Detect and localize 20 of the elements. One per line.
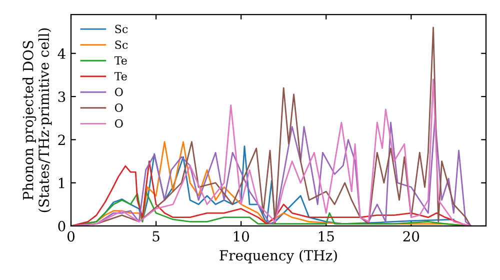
y-tick-label: 1 <box>58 178 64 188</box>
legend-label: O <box>114 119 123 128</box>
legend-label: O <box>114 104 123 112</box>
legend-label: Sc <box>115 24 128 34</box>
x-tick-label: 15 <box>318 231 334 242</box>
legend-label: Sc <box>115 40 128 49</box>
legend-label: Te <box>114 72 127 80</box>
y-axis-title: Phonon projected DOS (States/THz·primitive cell) <box>22 28 52 212</box>
x-axis-title: Frequency (THz) <box>220 250 337 264</box>
legend-label: Te <box>114 56 127 65</box>
y-tick-label: 0 <box>58 220 66 232</box>
x-tick-label: 0 <box>67 231 74 242</box>
x-tick-label: 5 <box>152 231 160 242</box>
line-series <box>71 78 472 226</box>
legend-label: O <box>114 88 123 96</box>
x-tick-label: 10 <box>234 231 249 242</box>
x-tick-label: 20 <box>403 231 420 242</box>
y-tick-label: 4 <box>58 48 66 59</box>
y-tick-label: 3 <box>58 92 66 102</box>
y-tick-label: 2 <box>58 134 65 145</box>
